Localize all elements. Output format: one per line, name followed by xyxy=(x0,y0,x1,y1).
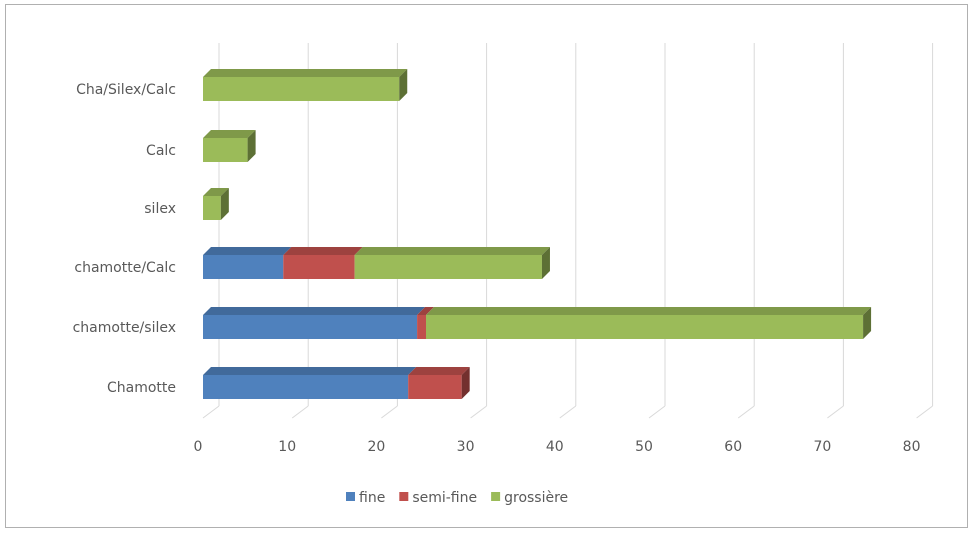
gridline-floor xyxy=(737,405,755,419)
bar-segment-grossire xyxy=(203,196,221,220)
legend-label: semi-fine xyxy=(412,490,477,506)
bar-side-face xyxy=(461,367,470,399)
bar-top-face xyxy=(203,130,256,138)
legend-swatch xyxy=(346,492,355,501)
x-tick-label: 80 xyxy=(903,439,921,455)
x-tick-label: 30 xyxy=(457,439,475,455)
bar-segment-semifine xyxy=(417,315,426,339)
gridline-floor xyxy=(470,405,487,419)
x-tick-label: 50 xyxy=(635,439,653,455)
legend-swatch xyxy=(491,492,501,501)
bar-segment-grossire xyxy=(426,315,864,339)
gridline-floor xyxy=(648,405,666,419)
x-tick-label: 40 xyxy=(546,439,564,455)
category-label: Calc xyxy=(146,143,176,159)
bar-segment-grossire xyxy=(203,77,400,101)
bar-top-face xyxy=(203,247,292,255)
chart-frame: Chamotte chamotte/silex chamotte/Calc silex… xyxy=(5,4,968,528)
bar-segment-fine xyxy=(203,255,284,279)
legend-label: grossière xyxy=(504,490,568,506)
gridline-floor xyxy=(381,405,398,419)
bar-side-face xyxy=(541,247,550,279)
bar-segment-grossire xyxy=(203,138,248,162)
gridline-floor xyxy=(202,405,220,419)
legend: fine semi-fine grossière xyxy=(346,490,568,506)
category-label: Cha/Silex/Calc xyxy=(76,82,176,98)
x-tick-label: 70 xyxy=(813,439,831,455)
bar-top-face xyxy=(417,307,434,315)
bar-segment-semifine xyxy=(408,375,462,399)
x-tick-label: 20 xyxy=(367,439,385,455)
bar-top-face xyxy=(283,247,363,255)
category-label: Chamotte xyxy=(107,380,176,396)
bar-side-face xyxy=(247,130,256,162)
bar-segment-grossire xyxy=(354,255,542,279)
bar-top-face xyxy=(203,307,426,315)
category-label: chamotte/Calc xyxy=(74,260,176,276)
legend-swatch xyxy=(399,492,409,501)
category-labels: Chamotte chamotte/silex chamotte/Calc silex… xyxy=(73,82,176,396)
category-label: chamotte/silex xyxy=(73,320,176,336)
bar-top-face xyxy=(203,188,229,196)
gridlines xyxy=(202,43,934,419)
bar-top-face xyxy=(203,69,408,77)
gridline-floor xyxy=(827,405,844,419)
x-tick-label: 60 xyxy=(724,439,742,455)
bar-side-face xyxy=(863,307,872,339)
bar-top-face xyxy=(408,367,470,375)
gridline-floor xyxy=(559,405,577,419)
bar-top-face xyxy=(203,367,417,375)
bar-segment-fine xyxy=(203,315,418,339)
bar-top-face xyxy=(426,307,872,315)
x-axis-tick-labels: 0 10 20 30 40 50 60 70 80 xyxy=(194,439,921,455)
bar-segment-semifine xyxy=(283,255,355,279)
bars xyxy=(203,69,872,399)
x-tick-label: 0 xyxy=(194,439,203,455)
stacked-bar-chart: Chamotte chamotte/silex chamotte/Calc silex… xyxy=(73,43,934,506)
category-label: silex xyxy=(144,201,176,217)
bar-top-face xyxy=(354,247,550,255)
bar-side-face xyxy=(220,188,229,220)
bar-side-face xyxy=(399,69,408,101)
gridline-floor xyxy=(291,405,309,419)
bar-segment-fine xyxy=(203,375,409,399)
gridline-floor xyxy=(916,405,933,419)
x-tick-label: 10 xyxy=(278,439,296,455)
legend-label: fine xyxy=(359,490,385,506)
